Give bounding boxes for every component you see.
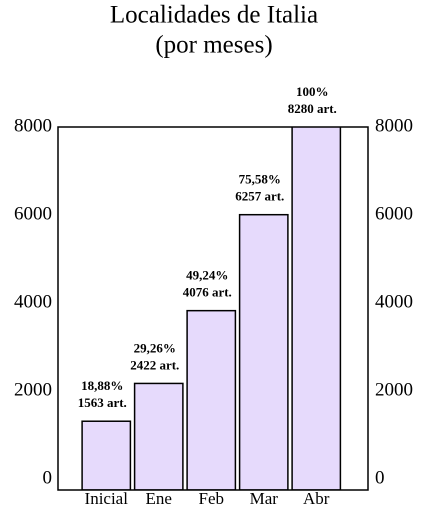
chart-subtitle: (por meses) [155, 32, 272, 59]
bar [81, 420, 132, 490]
percent-label: 29,26% [134, 340, 176, 355]
percent-label: 75,58% [239, 172, 281, 187]
chart-title: Localidades de Italia [110, 2, 318, 29]
y2-tick-label: 0 [375, 467, 385, 488]
y-tick-label: 6000 [14, 203, 52, 224]
y-tick-label: 4000 [14, 291, 52, 312]
plot-frame [57, 126, 369, 491]
value-label: 4076 art. [183, 285, 232, 300]
y-tick-label: 2000 [14, 379, 52, 400]
x-tick-label: Inicial [85, 489, 129, 508]
y-tick-label: 0 [43, 467, 53, 488]
y2-tick-label: 4000 [375, 291, 413, 312]
y2-tick-label: 6000 [375, 203, 413, 224]
x-tick-label: Feb [199, 489, 225, 508]
value-label: 8280 art. [288, 101, 337, 116]
value-label: 6257 art. [235, 189, 284, 204]
y-tick-label: 8000 [14, 115, 52, 136]
bar [291, 127, 342, 490]
bar [238, 213, 289, 490]
percent-label: 100% [296, 84, 329, 99]
bar [133, 382, 184, 490]
bars [81, 127, 342, 490]
percent-label: 49,24% [186, 268, 228, 283]
value-label: 2422 art. [130, 357, 179, 372]
y2-tick-label: 2000 [375, 379, 413, 400]
x-tick-label: Ene [146, 489, 172, 508]
x-tick-label: Mar [250, 489, 279, 508]
y2-tick-label: 8000 [375, 115, 413, 136]
bar [186, 309, 237, 490]
percent-label: 18,88% [81, 378, 123, 393]
x-tick-label: Abr [303, 489, 330, 508]
value-label: 1563 art. [78, 395, 127, 410]
